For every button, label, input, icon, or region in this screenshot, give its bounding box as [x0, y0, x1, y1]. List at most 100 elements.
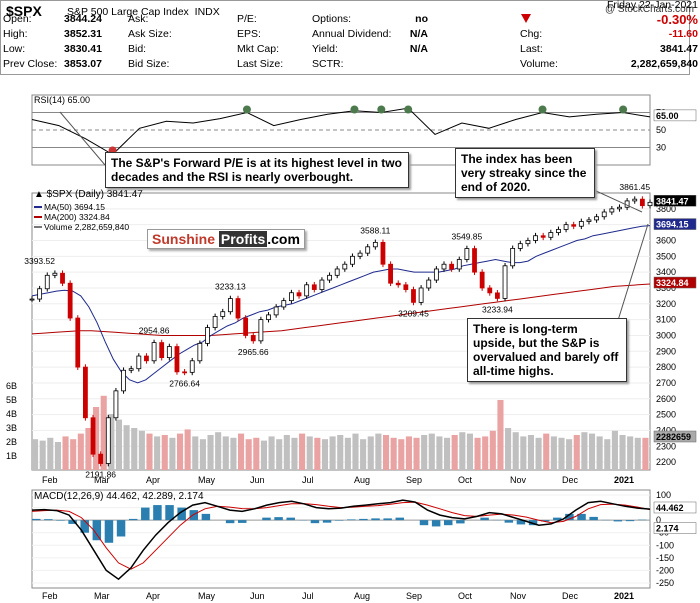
- exchange-label: INDX: [194, 6, 220, 18]
- quote-label: Prev Close:: [3, 58, 58, 70]
- macd-histogram-bar: [153, 505, 162, 521]
- volume-bar: [421, 435, 428, 470]
- macd-panel-frame: [31, 489, 651, 589]
- volume-bar: [291, 437, 298, 470]
- price-candle: [60, 272, 65, 284]
- macd-x-label: Apr: [146, 591, 160, 601]
- price-candle: [327, 274, 332, 281]
- volume-bar: [596, 436, 603, 470]
- rsi-tick-label: 30: [656, 143, 666, 153]
- volume-bar: [405, 436, 412, 470]
- price-label: 2965.66: [238, 347, 269, 357]
- macd-line: [31, 499, 651, 581]
- macd-histogram-bar: [44, 519, 53, 521]
- macd-x-label: Mar: [94, 591, 110, 601]
- price-candle: [334, 268, 340, 276]
- price-candle: [418, 287, 424, 303]
- quote-label: SCTR:: [312, 58, 344, 70]
- volume-bar: [215, 432, 222, 470]
- price-x-label: Nov: [510, 475, 527, 485]
- macd-histogram-bar: [225, 520, 235, 524]
- macd-histogram-bar: [177, 507, 186, 521]
- volume-bar: [344, 437, 351, 470]
- macd-histogram-bar: [238, 520, 247, 523]
- price-tick-label: 3200: [656, 299, 676, 309]
- volume-bar: [604, 439, 611, 470]
- price-tick-label: 2800: [656, 362, 676, 372]
- volume-axis-badge: 2282659: [656, 432, 691, 442]
- price-candle: [52, 272, 58, 276]
- quote-label: Volume:: [520, 58, 558, 70]
- price-tick-label: 3400: [656, 267, 676, 277]
- price-axis-badge: 3841.47: [656, 196, 689, 206]
- callout-longterm-pointer: [614, 223, 649, 331]
- volume-bar: [47, 437, 54, 470]
- price-candle: [67, 282, 73, 319]
- volume-bar: [627, 436, 634, 470]
- price-candle: [495, 292, 500, 299]
- price-candle: [189, 360, 195, 373]
- price-candle: [601, 211, 607, 218]
- price-x-label: 2021: [614, 475, 634, 485]
- volume-bar: [512, 432, 519, 470]
- macd-histogram-bar: [589, 516, 598, 521]
- volume-bar: [436, 436, 443, 470]
- quote-value: 3841.47: [660, 43, 698, 55]
- rsi-overbought-mark: [242, 105, 251, 114]
- price-candle: [319, 279, 325, 290]
- quote-value: 3853.07: [64, 58, 102, 70]
- sunshine-profits-logo: Sunshine Profits .com: [147, 229, 305, 249]
- volume-bar: [558, 437, 565, 470]
- price-candle: [357, 252, 363, 257]
- rsi-overbought-mark: [350, 105, 359, 114]
- quote-label: Yield:: [312, 43, 338, 55]
- price-candle: [525, 240, 531, 245]
- macd-histogram-bar: [347, 519, 356, 521]
- volume-bar: [299, 433, 306, 470]
- macd-histogram-bar: [322, 520, 332, 523]
- price-tick-label: 3800: [656, 204, 676, 214]
- price-candle: [159, 342, 165, 359]
- price-candle: [144, 355, 149, 362]
- macd-histogram-bar: [553, 517, 562, 521]
- price-candle: [205, 327, 210, 344]
- price-candle: [578, 221, 584, 227]
- price-tick-label: 3600: [656, 235, 676, 245]
- price-candle: [350, 255, 355, 265]
- quote-label: P/E:: [237, 13, 257, 25]
- macd-value-badge: 44.462: [656, 503, 684, 513]
- quote-value: no: [415, 13, 428, 25]
- volume-bar: [360, 439, 367, 470]
- price-candle: [243, 317, 249, 336]
- price-candle: [75, 317, 81, 368]
- quote-label: Open:: [3, 13, 32, 25]
- quote-label: Ask:: [128, 13, 149, 25]
- symbol-name: S&P 500 Large Cap Index INDX: [67, 6, 220, 18]
- price-candle: [510, 247, 516, 267]
- price-tick-label: 2900: [656, 346, 676, 356]
- volume-bar: [77, 433, 84, 470]
- quote-value: 2,282,659,840: [630, 58, 698, 70]
- volume-bar: [459, 432, 466, 470]
- volume-tick-label: 4B: [6, 409, 17, 419]
- rsi-overbought-mark: [619, 105, 628, 114]
- volume-bar: [161, 435, 168, 470]
- watermark[interactable]: @ StockCharts.com: [604, 4, 694, 15]
- price-candle: [174, 346, 180, 373]
- macd-x-label: Nov: [510, 591, 527, 601]
- volume-bar: [230, 437, 237, 470]
- macd-histogram-bar: [189, 510, 199, 521]
- macd-tick-label: 0: [656, 515, 661, 525]
- volume-bar: [222, 436, 229, 470]
- price-candle: [449, 263, 455, 270]
- macd-histogram-bar: [625, 520, 635, 522]
- price-candle: [304, 284, 310, 297]
- price-label: 3233.13: [215, 282, 246, 292]
- price-candle: [166, 346, 172, 359]
- ma200-line: [31, 283, 651, 336]
- volume-bar: [131, 428, 138, 470]
- volume-bar: [115, 419, 123, 470]
- volume-bar: [535, 437, 542, 470]
- macd-histogram-bar: [456, 520, 465, 524]
- ma50-line: [31, 225, 651, 384]
